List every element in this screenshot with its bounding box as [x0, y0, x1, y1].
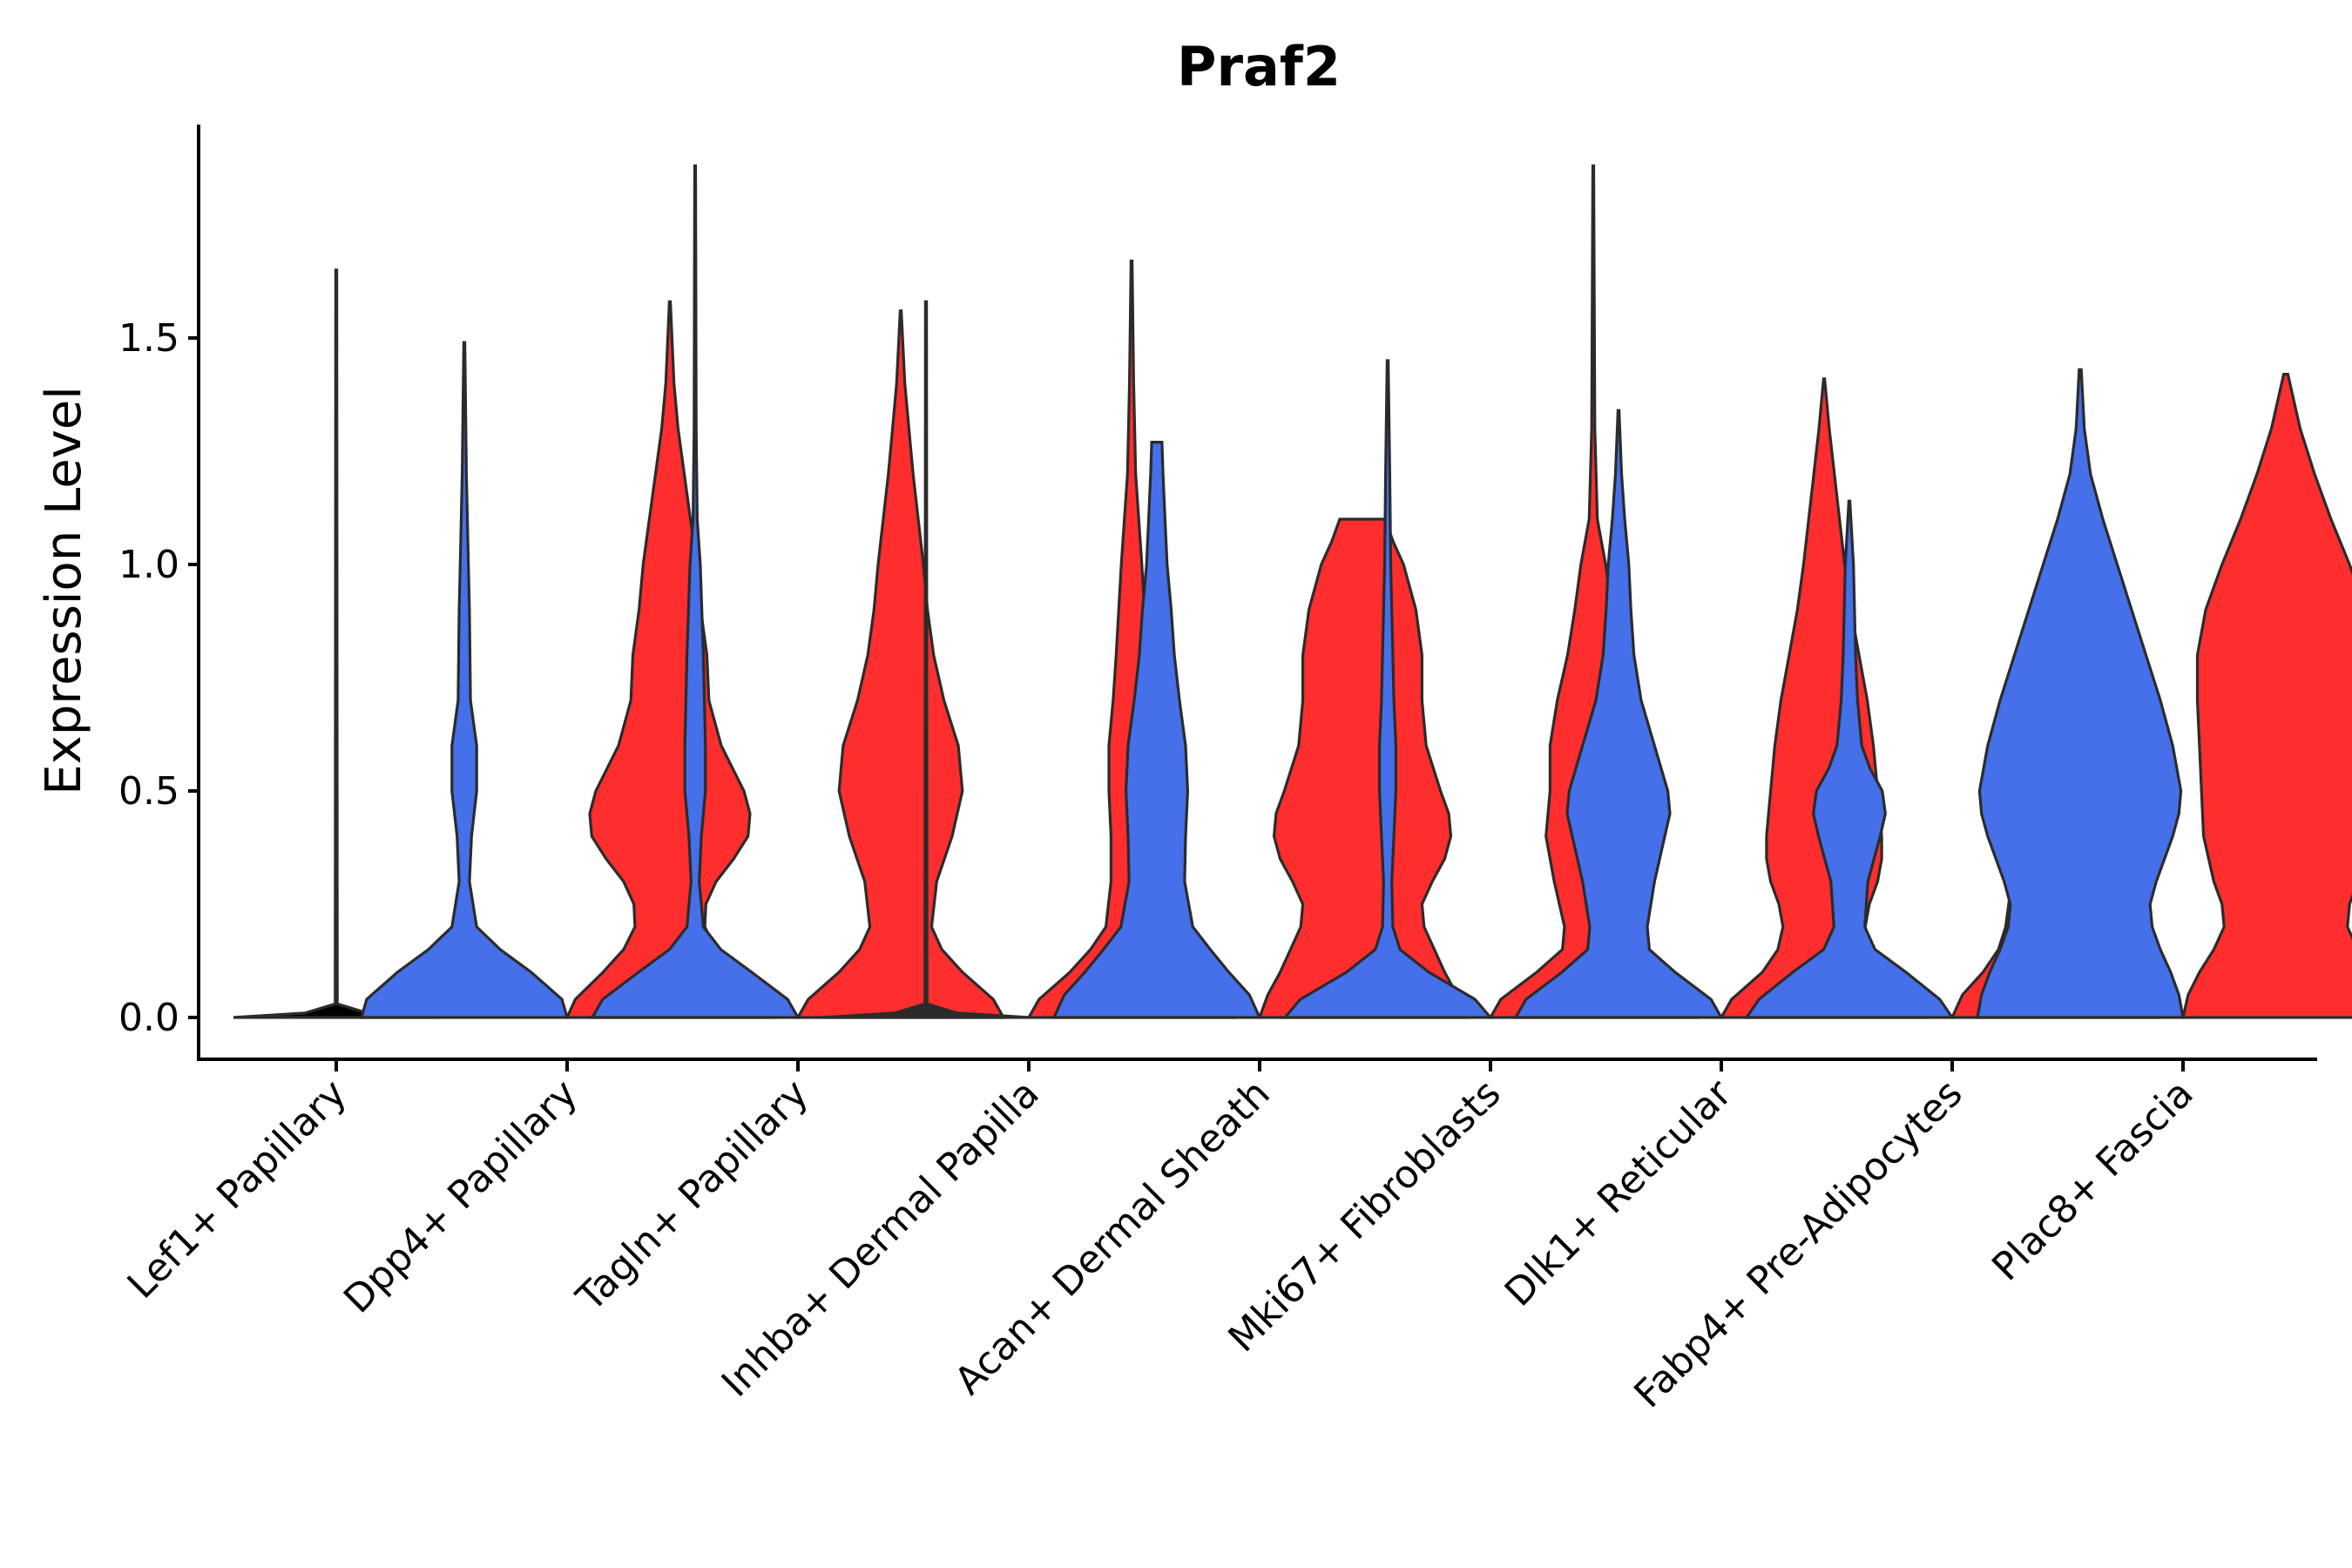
- violin-dlk1-reticular-left: [1513, 409, 1724, 1019]
- violin-tagln-papillary-left: [590, 164, 801, 1019]
- y-tick-label: 1.0: [118, 543, 179, 587]
- x-tick-label-lef1-papillary: Lef1+ Papillary: [119, 1071, 355, 1308]
- violin-dlk1-reticular-right: [1719, 377, 1930, 1019]
- violin-plac8-fascia-right: [2180, 373, 2352, 1019]
- violin-fabp4-pre-adipocytes-left: [1743, 499, 1956, 1019]
- violin-group: [233, 164, 2352, 1019]
- violin-dpp4-papillary-right: [564, 300, 775, 1019]
- y-tick-label: 0.0: [118, 996, 179, 1040]
- y-tick-label: 0.5: [118, 769, 179, 814]
- x-tick-label-dpp4-papillary: Dpp4+ Papillary: [335, 1071, 586, 1322]
- chart-title: Praf2: [1177, 35, 1341, 98]
- y-axis-ticks: 0.0 0.5 1.0 1.5: [118, 316, 199, 1040]
- violin-mki67-fibroblasts-left: [1281, 359, 1494, 1019]
- violin-acan-dermal-sheath-left: [1051, 441, 1262, 1019]
- x-tick-label-plac8-fascia: Plac8+ Fascia: [1984, 1071, 2202, 1290]
- violin-lef1-papillary: [233, 268, 440, 1019]
- violin-acan-dermal-sheath-right: [1257, 517, 1468, 1019]
- y-axis-label: Expression Level: [36, 386, 92, 795]
- violin-dpp4-papillary-left: [359, 341, 570, 1019]
- x-tick-label-tagln-papillary: Tagln+ Papillary: [568, 1071, 817, 1321]
- y-tick-label: 1.5: [118, 316, 179, 361]
- violin-inhba-dermal-papilla-left: [822, 300, 1030, 1019]
- violin-tagln-papillary-right: [795, 309, 1006, 1019]
- x-tick-label-dlk1-reticular: Dlk1+ Reticular: [1497, 1071, 1741, 1315]
- violin-plac8-fascia-left: [1976, 368, 2185, 1019]
